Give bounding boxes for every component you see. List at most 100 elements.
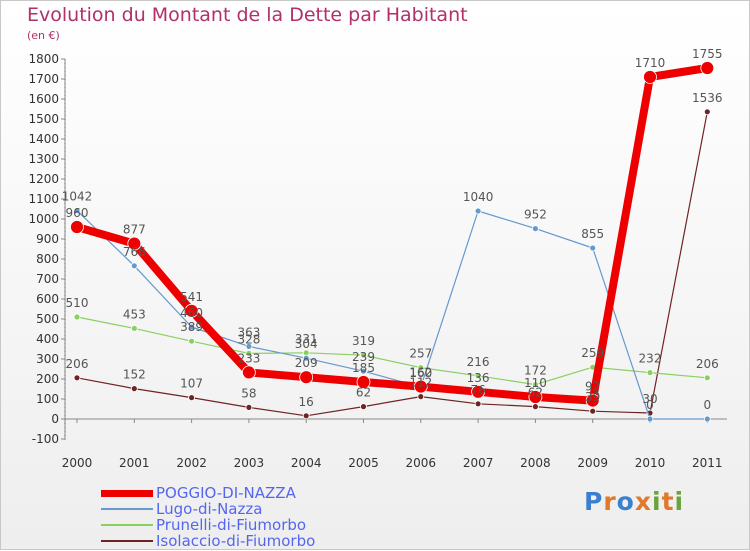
y-tick-label: 400: [36, 332, 59, 346]
data-label: 1710: [635, 56, 666, 70]
x-tick-label: 2007: [463, 456, 494, 470]
data-label: 541: [180, 290, 203, 304]
data-point: [646, 369, 654, 377]
series-line: [76, 316, 708, 386]
data-label: 162: [409, 366, 432, 380]
legend-label: POGGIO-DI-NAZZA: [156, 484, 296, 502]
data-point: [302, 354, 310, 362]
data-label: 510: [66, 296, 89, 310]
data-point: [130, 385, 138, 393]
data-point: [127, 236, 142, 251]
data-label: 62: [356, 386, 371, 400]
data-point: [589, 407, 597, 415]
data-label: 304: [295, 337, 318, 351]
data-label: 877: [123, 223, 146, 237]
data-label: 0: [646, 398, 654, 412]
x-tick-label: 2000: [62, 456, 93, 470]
data-label: 1536: [692, 91, 723, 105]
data-point: [245, 403, 253, 411]
proxiti-logo: Proxiti: [584, 487, 684, 516]
data-point: [413, 379, 428, 394]
legend-swatch: [101, 489, 153, 497]
data-point: [302, 412, 310, 420]
data-point: [188, 323, 196, 331]
logo-letter: P: [584, 487, 604, 516]
data-label: 232: [639, 352, 662, 366]
data-label: 363: [237, 325, 260, 339]
logo-letter: i: [674, 487, 685, 516]
data-label: 1755: [692, 47, 723, 61]
logo-letter: r: [603, 487, 617, 516]
y-tick-label: 1300: [28, 152, 59, 166]
chart-legend: POGGIO-DI-NAZZA Lugo-di-Nazza Prunelli-di-…: [101, 485, 315, 549]
data-label: 952: [524, 208, 547, 222]
data-point: [299, 370, 314, 385]
y-tick-label: 1600: [28, 92, 59, 106]
x-tick-label: 2011: [692, 456, 723, 470]
data-point: [241, 365, 256, 380]
data-label: 110: [524, 376, 547, 390]
y-tick-label: 1100: [28, 192, 59, 206]
data-point: [700, 61, 715, 75]
data-point: [474, 207, 482, 215]
x-tick-label: 2008: [520, 456, 551, 470]
data-point: [585, 393, 600, 408]
data-point: [532, 225, 539, 233]
data-label: 30: [642, 392, 657, 406]
unit-label: (en €): [27, 29, 60, 42]
y-tick-label: 1000: [28, 212, 59, 226]
data-point: [360, 351, 367, 359]
data-label: 453: [123, 307, 146, 321]
legend-swatch: [101, 508, 153, 510]
logo-letter: t: [661, 487, 675, 516]
series-line: [76, 210, 708, 420]
y-tick-label: 900: [36, 232, 59, 246]
legend-item: Prunelli-di-Fiumorbo: [101, 517, 315, 533]
data-label: 92: [585, 380, 600, 394]
y-tick-label: 1800: [28, 52, 59, 66]
data-label: 259: [581, 346, 604, 360]
y-tick-label: 0: [51, 412, 59, 426]
data-label: 257: [409, 347, 432, 361]
data-point: [417, 393, 425, 401]
x-tick-label: 2001: [119, 456, 150, 470]
data-point: [528, 390, 543, 404]
data-label: 1042: [62, 190, 93, 204]
data-label: 0: [703, 398, 711, 412]
data-label: 460: [180, 306, 203, 320]
data-label: 960: [66, 206, 89, 220]
data-label: 58: [241, 386, 256, 400]
legend-swatch: [101, 524, 153, 526]
data-label: 855: [581, 227, 604, 241]
data-label: 766: [123, 245, 146, 259]
y-tick-label: -100: [32, 432, 59, 446]
data-label: 319: [352, 334, 375, 348]
x-tick-label: 2003: [234, 456, 265, 470]
data-point: [703, 108, 711, 116]
data-point: [245, 342, 253, 350]
y-tick-label: 700: [36, 272, 59, 286]
data-label: 239: [352, 350, 375, 364]
data-point: [70, 220, 84, 234]
data-point: [360, 367, 367, 375]
legend-item: Isolaccio-di-Fiumorbo: [101, 533, 315, 549]
data-point: [245, 349, 253, 357]
x-tick-label: 2005: [348, 456, 379, 470]
chart-title: Evolution du Montant de la Dette par Hab…: [27, 4, 468, 26]
data-label: 206: [66, 357, 89, 371]
data-label: 216: [467, 355, 490, 369]
data-point: [471, 384, 486, 399]
legend-label: Isolaccio-di-Fiumorbo: [156, 532, 316, 550]
data-label: 39: [585, 390, 600, 404]
x-tick-label: 2006: [406, 456, 437, 470]
data-point: [184, 303, 199, 318]
data-point: [130, 262, 138, 270]
data-point: [130, 324, 138, 332]
data-point: [188, 337, 196, 345]
data-point: [474, 400, 482, 408]
x-tick-label: 2002: [176, 456, 207, 470]
y-tick-label: 1400: [28, 132, 59, 146]
y-tick-label: 600: [36, 292, 59, 306]
